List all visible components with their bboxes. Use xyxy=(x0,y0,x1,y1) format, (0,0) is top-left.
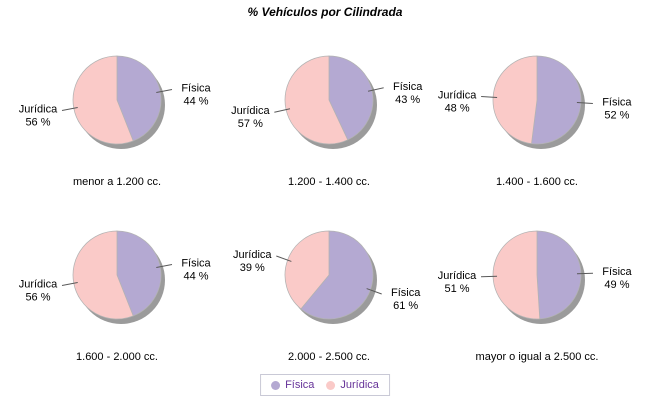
leader-line-fisica xyxy=(156,264,173,268)
leader-line-juridica xyxy=(274,108,291,113)
chart-caption: 2.000 - 2.500 cc. xyxy=(288,351,370,363)
leader-line-fisica xyxy=(576,102,593,105)
legend-dot-juridica xyxy=(326,380,336,390)
pie-slice-juridica xyxy=(492,230,541,320)
slice-label-fisica: Física 52 % xyxy=(602,97,632,122)
chart-caption: 1.400 - 1.600 cc. xyxy=(496,176,578,188)
leader-line-fisica xyxy=(576,272,593,275)
pie-svg: Física 43 % Jurídica 57 % xyxy=(231,55,423,149)
leader-line-juridica xyxy=(481,95,498,98)
slice-label-fisica: Física 44 % xyxy=(181,83,211,108)
slice-label-fisica: Física 61 % xyxy=(391,287,421,312)
slice-label-juridica: Jurídica 39 % xyxy=(233,249,272,274)
pie-chart-cell: Física 49 % Jurídica 51 % mayor o igual a 2.… xyxy=(431,217,643,367)
legend: Física Jurídica xyxy=(260,374,390,396)
pie-svg: Física 49 % Jurídica 51 % xyxy=(438,230,633,324)
leader-line-juridica xyxy=(481,275,498,278)
pie-chart-cell: Física 43 % Jurídica 57 % 1.200 - 1.400 cc. xyxy=(223,42,435,192)
leader-line-fisica xyxy=(156,89,173,93)
leader-line-juridica xyxy=(61,282,78,286)
slice-label-juridica: Jurídica 51 % xyxy=(438,270,477,295)
legend-label-juridica: Jurídica xyxy=(340,379,379,391)
pie-svg: Física 61 % Jurídica 39 % xyxy=(233,230,421,324)
slice-label-juridica: Jurídica 56 % xyxy=(19,103,58,128)
chart-caption: menor a 1.200 cc. xyxy=(72,176,162,188)
pie-chart-cell: Física 44 % Jurídica 56 % menor a 1.200 cc. xyxy=(11,42,223,192)
leader-line-juridica xyxy=(61,107,78,111)
chart-caption: 1.600 - 2.000 cc. xyxy=(76,351,158,363)
slice-label-fisica: Física 44 % xyxy=(181,258,211,283)
legend-label-fisica: Física xyxy=(285,379,315,391)
page-title: % Vehículos por Cilindrada xyxy=(247,5,403,19)
legend-item-juridica: Jurídica xyxy=(326,379,379,391)
leader-line-juridica xyxy=(276,255,292,262)
chart-caption: 1.200 - 1.400 cc. xyxy=(288,176,370,188)
slice-label-fisica: Física 49 % xyxy=(602,266,632,291)
slice-label-juridica: Jurídica 56 % xyxy=(19,278,58,303)
chart-caption: mayor o igual a 2.500 cc. xyxy=(475,351,599,363)
legend-dot-fisica xyxy=(271,380,281,390)
pie-svg: Física 44 % Jurídica 56 % xyxy=(19,230,212,324)
pie-chart-cell: Física 52 % Jurídica 48 % 1.400 - 1.600 cc. xyxy=(431,42,643,192)
pie-svg: Física 52 % Jurídica 48 % xyxy=(438,55,632,149)
pie-chart-cell: Física 44 % Jurídica 56 % 1.600 - 2.000 cc. xyxy=(11,217,223,367)
pie-chart-cell: Física 61 % Jurídica 39 % 2.000 - 2.500 cc. xyxy=(223,217,435,367)
slice-label-juridica: Jurídica 48 % xyxy=(438,89,477,114)
legend-item-fisica: Física xyxy=(271,379,314,391)
pie-svg: Física 44 % Jurídica 56 % xyxy=(19,55,212,149)
slice-label-fisica: Física 43 % xyxy=(393,81,423,106)
leader-line-fisica xyxy=(367,87,384,92)
leader-line-fisica xyxy=(366,288,382,295)
slice-label-juridica: Jurídica 57 % xyxy=(231,105,270,130)
pie-slice-juridica xyxy=(492,55,538,145)
